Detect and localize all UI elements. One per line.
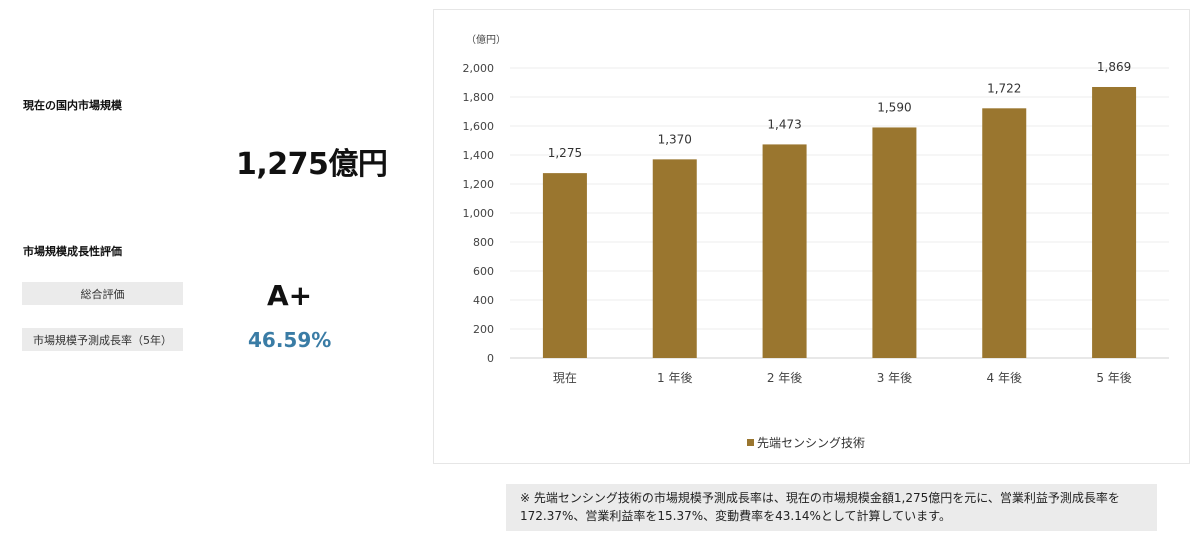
y-tick-label: 1,000 bbox=[463, 207, 495, 220]
data-label: 1,473 bbox=[767, 117, 801, 131]
y-tick-label: 1,800 bbox=[463, 91, 495, 104]
y-unit-label: （億円） bbox=[466, 33, 506, 46]
y-tick-label: 600 bbox=[473, 265, 494, 278]
data-label: 1,275 bbox=[548, 146, 582, 160]
overall-rating-label: 総合評価 bbox=[22, 282, 183, 305]
data-label: 1,869 bbox=[1097, 60, 1131, 74]
y-tick-label: 1,400 bbox=[463, 149, 495, 162]
current-market-title: 現在の国内市場規模 bbox=[23, 99, 122, 112]
growth-rate-label: 市場規模予測成長率（5年） bbox=[22, 328, 183, 351]
y-tick-label: 0 bbox=[487, 352, 494, 365]
growth-rate-value: 46.59% bbox=[248, 328, 332, 352]
data-label: 1,590 bbox=[877, 100, 911, 114]
data-label: 1,370 bbox=[658, 132, 692, 146]
overall-rating-value: A+ bbox=[267, 279, 313, 312]
x-tick-label: 5 年後 bbox=[1096, 371, 1131, 385]
y-tick-label: 1,200 bbox=[463, 178, 495, 191]
bar-chart-svg: （億円） 0 200 400 600 800 1,000 1,200 1,400 1,600 1,8… bbox=[463, 33, 1169, 450]
y-tick-label: 400 bbox=[473, 294, 494, 307]
x-tick-label: 3 年後 bbox=[877, 371, 912, 385]
market-size-chart: （億円） 0 200 400 600 800 1,000 1,200 1,400 1,600 1,8… bbox=[433, 9, 1190, 464]
data-label: 1,722 bbox=[987, 81, 1021, 95]
y-tick-label: 1,600 bbox=[463, 120, 495, 133]
y-tick-label: 200 bbox=[473, 323, 494, 336]
bar bbox=[542, 173, 587, 358]
bar bbox=[982, 108, 1027, 358]
y-tick-label: 800 bbox=[473, 236, 494, 249]
bar bbox=[1092, 86, 1137, 359]
y-tick-label: 2,000 bbox=[463, 62, 495, 75]
x-tick-label: 2 年後 bbox=[767, 371, 802, 385]
x-tick-label: 1 年後 bbox=[657, 371, 692, 385]
current-market-value: 1,275億円 bbox=[236, 147, 388, 182]
legend-label: 先端センシング技術 bbox=[757, 436, 865, 450]
legend-swatch bbox=[747, 439, 754, 446]
bar bbox=[762, 144, 807, 358]
x-tick-label: 現在 bbox=[553, 371, 577, 385]
bar bbox=[652, 159, 697, 358]
x-tick-label: 4 年後 bbox=[987, 371, 1022, 385]
bar bbox=[872, 127, 917, 358]
calculation-note: ※ 先端センシング技術の市場規模予測成長率は、現在の市場規模金額1,275億円を… bbox=[506, 484, 1157, 531]
growth-evaluation-title: 市場規模成長性評価 bbox=[23, 245, 122, 258]
